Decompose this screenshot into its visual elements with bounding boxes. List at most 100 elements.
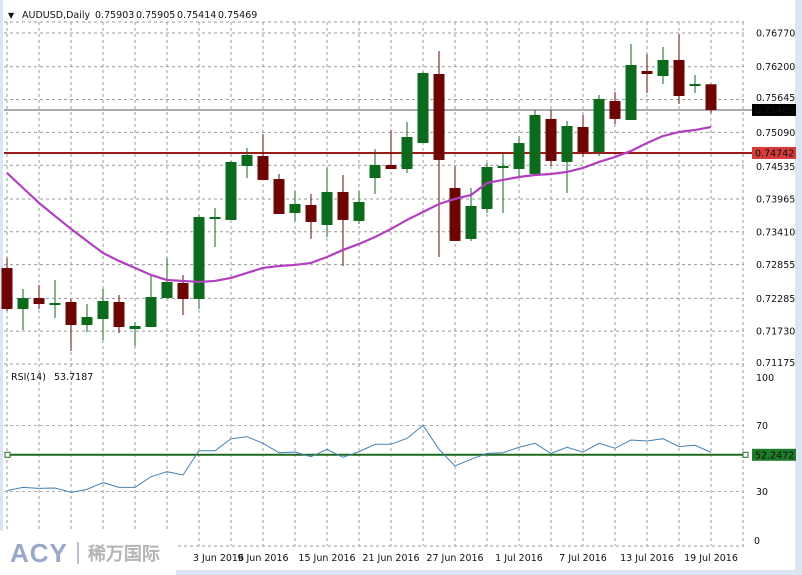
bearish-candle xyxy=(545,109,557,166)
candle-body xyxy=(161,282,173,299)
current-price-badge xyxy=(752,103,796,116)
candle-body xyxy=(385,164,397,170)
date-tick-label: 1 Jul 2016 xyxy=(495,553,543,564)
candle-body xyxy=(321,191,333,225)
candle-body xyxy=(273,179,285,214)
bullish-candle xyxy=(17,289,29,331)
bearish-candle xyxy=(385,130,397,170)
candle-body xyxy=(513,143,525,170)
price-tick-label: 0.76200 xyxy=(756,62,795,73)
rsi-indicator: 52.2472 xyxy=(4,424,796,493)
bullish-candle xyxy=(497,153,509,213)
date-tick-label: 3 Jun 2016 xyxy=(193,553,244,564)
rsi-tick-label: 100 xyxy=(756,373,774,384)
symbol-label: AUDUSD,Daily xyxy=(22,10,91,21)
rsi-level-badge xyxy=(752,448,796,461)
candle-body xyxy=(417,72,429,144)
rsi-line xyxy=(6,424,712,493)
candle-body xyxy=(257,155,269,180)
bearish-candle xyxy=(65,298,77,351)
bullish-candle xyxy=(481,162,493,213)
moving-average xyxy=(6,125,712,284)
price-tick-label: 0.75645 xyxy=(756,93,795,104)
bullish-candle xyxy=(81,304,93,332)
rsi-level-label: 52.2472 xyxy=(755,450,794,461)
candle-body xyxy=(193,216,205,299)
price-tick-label: 0.75090 xyxy=(756,128,795,139)
rsi-tick-label: 0 xyxy=(754,536,760,547)
candle-body xyxy=(33,298,45,305)
bullish-candle xyxy=(145,276,157,328)
price-tick-label: 0.72855 xyxy=(756,260,795,271)
bullish-candle xyxy=(625,44,637,120)
bullish-candle xyxy=(529,109,541,174)
acy-logo-watermark: ACY 稀万国际 xyxy=(0,531,176,575)
price-tick-label: 0.73965 xyxy=(756,194,795,205)
collapse-arrow-icon[interactable]: ▼ xyxy=(8,11,15,20)
candle-body xyxy=(49,303,61,306)
price-tick-label: 0.73410 xyxy=(756,227,795,238)
bearish-candle xyxy=(705,84,717,114)
candle-body xyxy=(433,73,445,160)
level-handle-left xyxy=(4,451,11,458)
bearish-candle xyxy=(305,193,317,239)
date-tick-label: 21 Jun 2016 xyxy=(362,553,419,564)
bearish-candle xyxy=(113,295,125,334)
candle-body xyxy=(545,118,557,161)
bullish-candle xyxy=(49,279,61,319)
bearish-candle xyxy=(641,54,653,93)
candle-body xyxy=(17,298,29,309)
candle-body xyxy=(449,187,461,241)
price-tick-label: 0.74535 xyxy=(756,162,795,173)
horizontal-level-label: 0.74742 xyxy=(755,148,794,159)
bullish-candle xyxy=(561,120,573,193)
candle-body xyxy=(81,317,93,326)
bullish-candle xyxy=(241,148,253,179)
candle-body xyxy=(609,100,621,119)
high-value: 0.75905 xyxy=(136,10,175,21)
logo-chinese: 稀万国际 xyxy=(87,544,160,565)
candle-body xyxy=(209,216,221,219)
candle-body xyxy=(337,191,349,220)
chart-header: ▼ AUDUSD,Daily 0.75903 0.75905 0.75414 0… xyxy=(8,10,257,21)
candle-body xyxy=(305,204,317,222)
date-tick-label: 19 Jul 2016 xyxy=(684,553,738,564)
bullish-candle xyxy=(465,187,477,241)
candle-body xyxy=(241,154,253,166)
date-tick-label: 9 Jun 2016 xyxy=(237,553,288,564)
logo-brand: ACY xyxy=(10,537,68,568)
bearish-candle xyxy=(1,258,13,311)
candle-body xyxy=(481,166,493,210)
candle-body xyxy=(289,203,301,213)
rsi-tick-label: 30 xyxy=(756,487,768,498)
moving-average-line xyxy=(6,125,712,284)
candle-body xyxy=(97,300,109,320)
candle-body xyxy=(465,205,477,239)
candle-body xyxy=(529,114,541,174)
open-value: 0.75903 xyxy=(95,10,134,21)
logo-divider xyxy=(76,542,79,564)
bearish-candle xyxy=(449,165,461,241)
candle-body xyxy=(225,161,237,220)
candle-body xyxy=(497,165,509,168)
bullish-candle xyxy=(209,207,221,247)
bullish-candle xyxy=(353,190,365,224)
candle-body xyxy=(625,65,637,120)
bullish-candle xyxy=(369,149,381,194)
bearish-candle xyxy=(433,50,445,258)
candle-body xyxy=(129,326,141,330)
rsi-tick-label: 70 xyxy=(756,421,768,432)
candle-body xyxy=(65,302,77,326)
bullish-candle xyxy=(689,75,701,93)
bullish-candle xyxy=(417,71,429,144)
candle-body xyxy=(113,302,125,328)
candle-body xyxy=(689,83,701,86)
bearish-candle xyxy=(33,285,45,309)
candle-body xyxy=(641,70,653,74)
bullish-candle xyxy=(161,258,173,299)
candle-body xyxy=(401,137,413,170)
bearish-candle xyxy=(577,114,589,157)
price-tick-label: 0.71175 xyxy=(756,358,795,369)
candle-body xyxy=(593,98,605,152)
